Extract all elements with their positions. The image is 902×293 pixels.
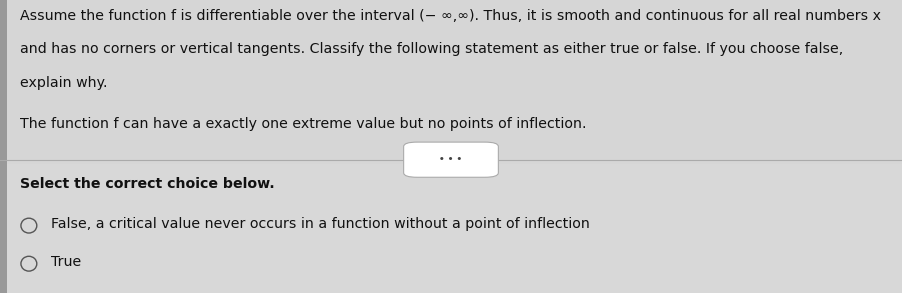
Text: and has no corners or vertical tangents. Classify the following statement as eit: and has no corners or vertical tangents.… xyxy=(20,42,843,57)
FancyBboxPatch shape xyxy=(0,0,7,293)
Text: The function f can have a exactly one extreme value but no points of inflection.: The function f can have a exactly one ex… xyxy=(20,117,586,131)
Text: • • •: • • • xyxy=(439,155,463,164)
Text: explain why.: explain why. xyxy=(20,76,107,90)
FancyBboxPatch shape xyxy=(0,164,902,293)
FancyBboxPatch shape xyxy=(403,142,498,177)
FancyBboxPatch shape xyxy=(0,0,902,164)
Text: True: True xyxy=(51,255,82,269)
Text: False, a critical value never occurs in a function without a point of inflection: False, a critical value never occurs in … xyxy=(51,217,590,231)
Text: Assume the function f is differentiable over the interval (− ∞,∞). Thus, it is s: Assume the function f is differentiable … xyxy=(20,9,881,23)
Text: Select the correct choice below.: Select the correct choice below. xyxy=(20,177,274,191)
